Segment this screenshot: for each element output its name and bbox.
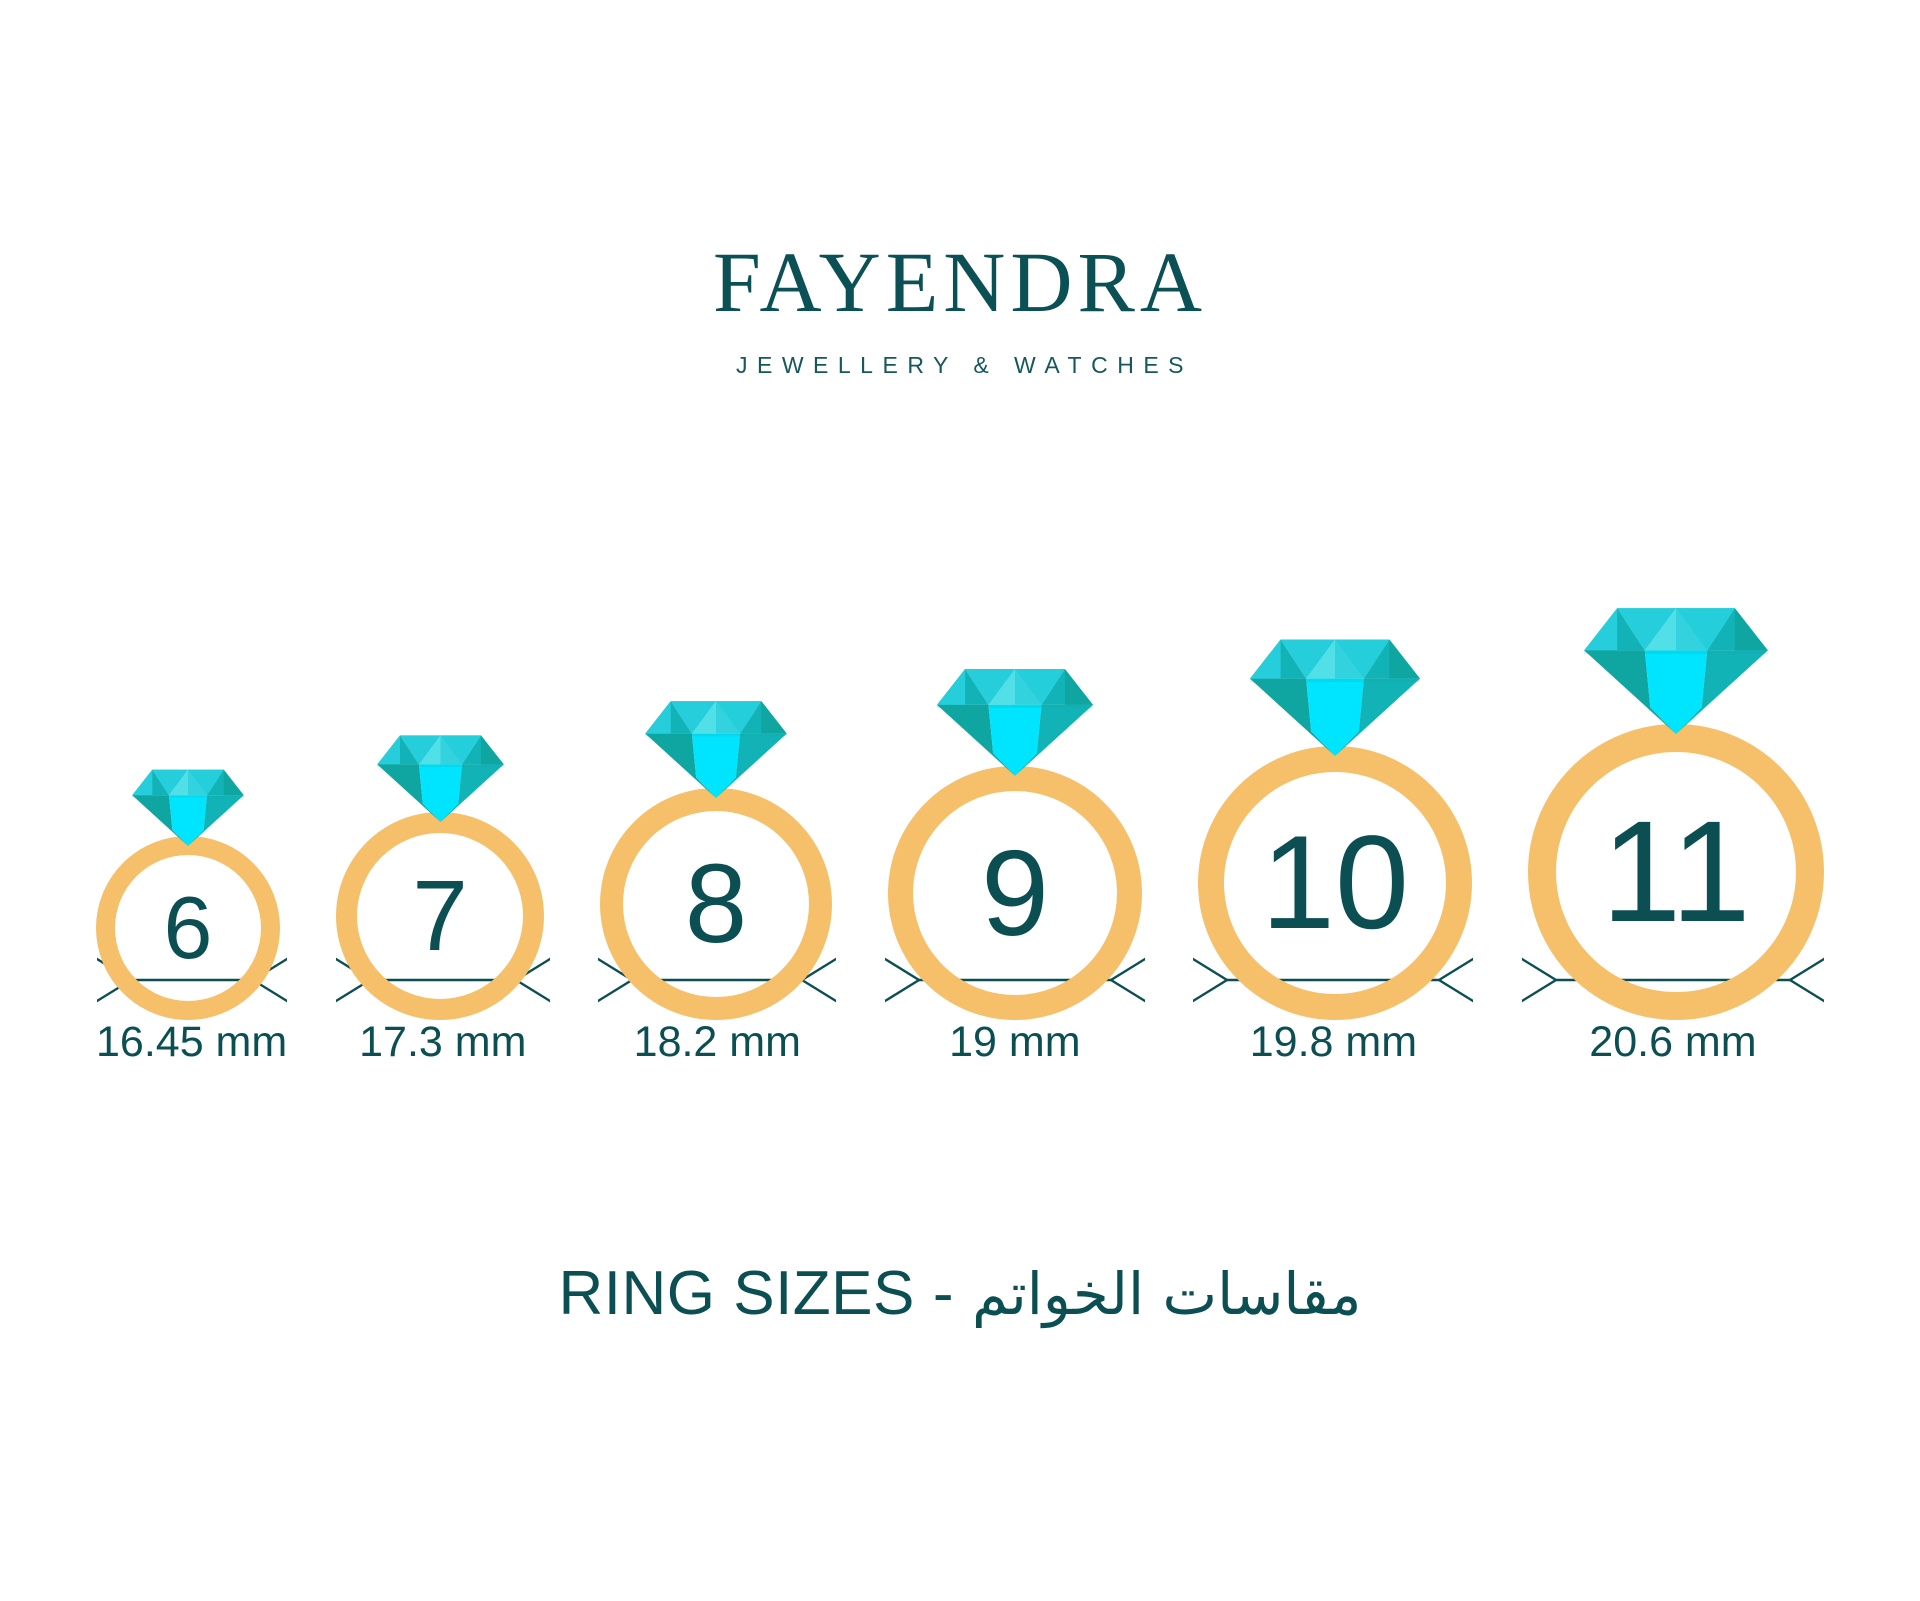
ring-diameter-label: 19.8 mm — [1249, 1018, 1418, 1066]
diamond-gem-icon — [937, 668, 1093, 776]
ring-diameter-label: 18.2 mm — [633, 1018, 801, 1066]
ring-diameter-label: 20.6 mm — [1589, 1018, 1757, 1066]
brand-header: FAYENDRA JEWELLERY & WATCHES — [0, 236, 1920, 378]
ring-band-icon: 7 — [336, 812, 544, 1020]
ring-dimensions-row: 16.45 mm 17.3 mm 18.2 mm 19 mm — [96, 957, 1824, 1127]
ring-item[interactable]: 10 — [1198, 631, 1472, 1020]
ring-size-number: 8 — [684, 841, 748, 966]
ring-illustration: 9 — [888, 661, 1142, 1020]
brand-tagline: JEWELLERY & WATCHES — [736, 352, 1193, 378]
ring-illustration: 6 — [96, 764, 280, 1020]
ring-dimension-item: 16.45 mm — [96, 957, 287, 1067]
ring-size-number: 10 — [1261, 808, 1409, 957]
ring-illustration: 7 — [336, 729, 544, 1020]
ring-item[interactable]: 6 — [96, 764, 280, 1020]
ring-band-icon: 9 — [888, 766, 1142, 1020]
ring-diameter-label: 19 mm — [949, 1018, 1081, 1066]
page-title-separator: - — [932, 1258, 955, 1328]
ring-size-number: 11 — [1601, 791, 1751, 952]
diamond-gem-icon — [376, 735, 504, 822]
ring-illustrations-row: 6 7 — [96, 600, 1824, 1020]
brand-name: FAYENDRA — [713, 234, 1207, 330]
ring-item[interactable]: 7 — [336, 729, 544, 1020]
diamond-gem-icon — [132, 769, 244, 846]
ring-band-icon: 6 — [96, 836, 280, 1020]
diamond-gem-icon — [1584, 608, 1768, 734]
ring-illustration: 8 — [600, 694, 832, 1020]
page-title-en: RING SIZES — [558, 1258, 915, 1328]
page-title: RING SIZES - مقاسات الخواتم — [0, 1252, 1920, 1332]
ring-diameter-label: 17.3 mm — [359, 1018, 527, 1066]
ring-illustration: 11 — [1528, 599, 1824, 1020]
ring-size-number: 6 — [163, 878, 213, 977]
ring-band-icon: 11 — [1528, 724, 1824, 1020]
diamond-gem-icon — [645, 701, 787, 798]
ring-size-number: 7 — [412, 860, 468, 972]
ring-band-icon: 10 — [1198, 746, 1472, 1020]
ring-illustration: 10 — [1198, 631, 1472, 1020]
diamond-gem-icon — [1250, 639, 1420, 756]
ring-item[interactable]: 9 — [888, 661, 1142, 1020]
ring-diameter-label: 16.45 mm — [96, 1018, 288, 1066]
ring-size-number: 9 — [981, 825, 1049, 961]
ring-band-icon: 8 — [600, 788, 832, 1020]
ring-item[interactable]: 8 — [600, 694, 832, 1020]
ring-item[interactable]: 11 — [1528, 599, 1824, 1020]
page-title-ar: مقاسات الخواتم — [972, 1259, 1362, 1328]
